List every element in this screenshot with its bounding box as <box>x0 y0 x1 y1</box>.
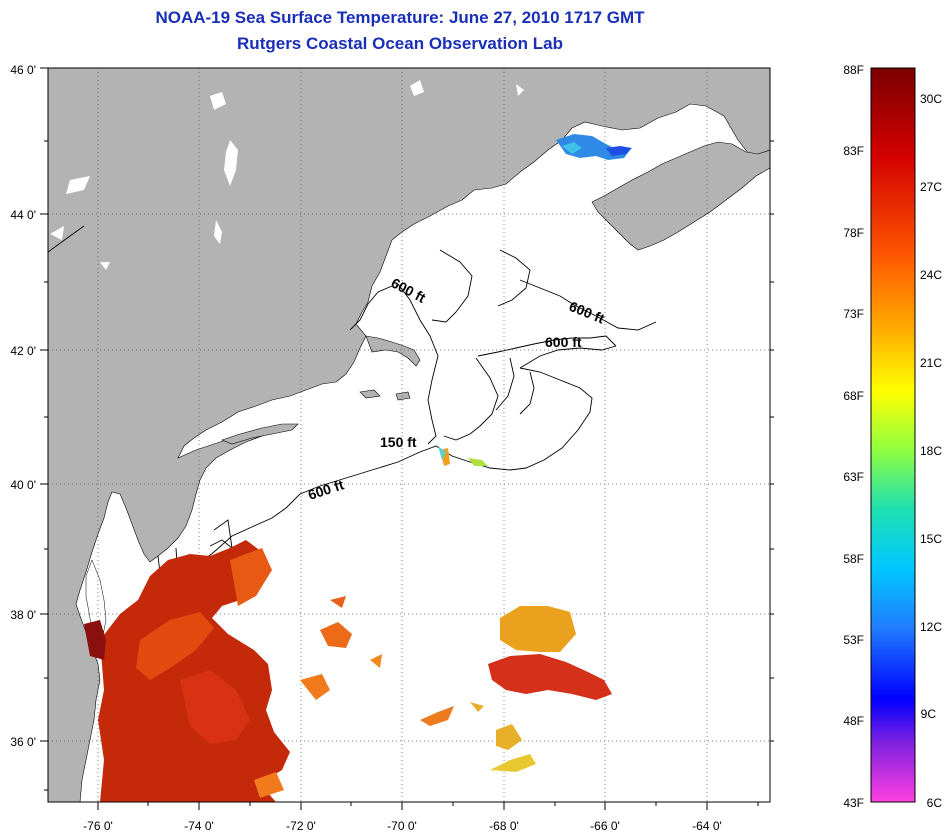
cb-f-63: 63F <box>843 470 864 484</box>
lat-label-36: 36 0' <box>10 735 36 749</box>
cb-c-15: 15C <box>920 532 942 546</box>
lat-label-38: 38 0' <box>10 608 36 622</box>
contour-label-3: 600 ft <box>545 334 582 350</box>
cb-f-68: 68F <box>843 389 864 403</box>
lon-label-76: -76 0' <box>83 819 113 833</box>
cb-f-88: 88F <box>843 63 864 77</box>
cb-c-9: 9C <box>921 707 937 721</box>
lon-label-68: -68 0' <box>489 819 519 833</box>
lon-label-72: -72 0' <box>286 819 316 833</box>
map-subtitle: Rutgers Coastal Ocean Observation Lab <box>237 34 563 53</box>
land-islands-ma <box>359 389 411 401</box>
lat-label-46: 46 0' <box>10 63 36 77</box>
lat-label-40: 40 0' <box>10 478 36 492</box>
cb-c-6: 6C <box>927 796 943 810</box>
land-nova-scotia <box>591 141 770 251</box>
cb-c-30: 30C <box>920 92 942 106</box>
land-mainland <box>48 68 770 802</box>
cb-f-48: 48F <box>843 714 864 728</box>
land-cape-cod <box>365 335 421 367</box>
cb-c-27: 27C <box>920 180 942 194</box>
longitude-labels: -76 0' -74 0' -72 0' -70 0' -68 0' -66 0… <box>83 819 722 833</box>
land-long-island <box>221 423 299 445</box>
lat-label-42: 42 0' <box>10 344 36 358</box>
cb-c-12: 12C <box>920 620 942 634</box>
cb-f-78: 78F <box>843 226 864 240</box>
lon-label-74: -74 0' <box>184 819 214 833</box>
colorbar <box>870 67 916 803</box>
colorbar-celsius-labels: 30C 27C 24C 21C 18C 15C 12C 9C 6C <box>920 92 942 810</box>
cb-c-21: 21C <box>920 356 942 370</box>
cb-f-58: 58F <box>843 552 864 566</box>
lon-label-64: -64 0' <box>692 819 722 833</box>
cb-f-83: 83F <box>843 144 864 158</box>
cb-f-43: 43F <box>843 796 864 810</box>
lon-label-70: -70 0' <box>387 819 417 833</box>
cb-c-24: 24C <box>920 268 942 282</box>
lon-label-66: -66 0' <box>590 819 620 833</box>
map-title: NOAA-19 Sea Surface Temperature: June 27… <box>155 8 645 27</box>
axis-ticks <box>40 67 774 810</box>
sst-patches <box>84 134 632 802</box>
cb-f-53: 53F <box>843 633 864 647</box>
map-frame <box>47 67 771 803</box>
latitude-labels: 46 0' 44 0' 42 0' 40 0' 38 0' 36 0' <box>10 63 36 749</box>
colorbar-fahrenheit-labels: 88F 83F 78F 73F 68F 63F 58F 53F 48F 43F <box>843 63 864 810</box>
lat-label-44: 44 0' <box>10 208 36 222</box>
cb-f-73: 73F <box>843 307 864 321</box>
cb-c-18: 18C <box>920 444 942 458</box>
contour-label-4: 150 ft <box>380 434 417 450</box>
